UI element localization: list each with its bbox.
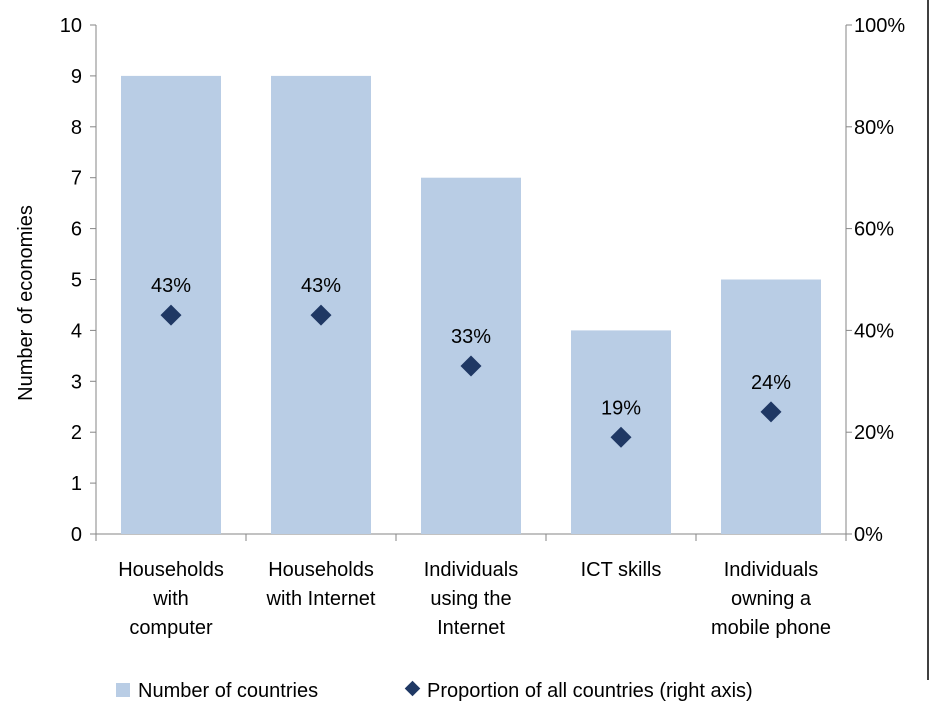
category-label-line: owning a <box>731 588 812 610</box>
right-tick-label: 80% <box>854 117 894 139</box>
left-tick-label: 7 <box>71 168 82 190</box>
category-label-line: Individuals <box>424 559 519 581</box>
category-label-line: Households <box>268 559 374 581</box>
legend-swatch-diamond <box>404 680 421 697</box>
category-label: Households with Internet <box>266 559 376 610</box>
legend-swatch-bars <box>116 683 130 697</box>
data-label: 43% <box>301 275 341 297</box>
category-label: Individuals owning a mobile phone <box>711 559 831 639</box>
right-tick-label: 100% <box>854 15 905 37</box>
data-label: 43% <box>151 275 191 297</box>
marker-series: 43% 43% 33% 19% 24% <box>151 275 791 448</box>
data-label: 24% <box>751 372 791 394</box>
category-label-line: with <box>152 588 189 610</box>
legend: Number of countries Proportion of all co… <box>116 680 753 701</box>
left-tick-label: 3 <box>71 371 82 393</box>
left-tick-label: 5 <box>71 270 82 292</box>
diamond-marker <box>460 355 482 377</box>
right-tick-label: 0% <box>854 524 883 546</box>
right-tick-label: 40% <box>854 320 894 342</box>
right-tick-label: 60% <box>854 219 894 241</box>
legend-label-diamond: Proportion of all countries (right axis) <box>427 680 753 701</box>
left-tick-label: 0 <box>71 524 82 546</box>
left-tick-label: 4 <box>71 320 82 342</box>
category-label-line: using the <box>430 588 511 610</box>
diamond-marker <box>310 304 332 326</box>
category-label-line: computer <box>129 617 213 639</box>
diamond-marker <box>160 304 182 326</box>
category-label-line: Households <box>118 559 224 581</box>
left-tick-label: 9 <box>71 66 82 88</box>
category-label-line: with Internet <box>266 588 376 610</box>
left-tick-label: 10 <box>60 15 82 37</box>
bar-series <box>121 75 821 535</box>
right-tick-label: 20% <box>854 422 894 444</box>
left-tick-label: 1 <box>71 473 82 495</box>
left-tick-label: 2 <box>71 422 82 444</box>
left-tick-label: 6 <box>71 219 82 241</box>
category-labels: Households with computer Households with Int… <box>118 559 831 639</box>
left-tick-label: 8 <box>71 117 82 139</box>
category-label: Households with computer <box>118 559 224 639</box>
right-axis-ticks: 0% 20% 40% 60% 80% 100% <box>846 15 905 546</box>
left-axis-ticks: 0 1 2 3 4 5 6 7 8 9 10 <box>60 15 96 546</box>
legend-label-bars: Number of countries <box>138 680 318 701</box>
y-axis-title: Number of economies <box>15 205 37 401</box>
category-label-line: ICT skills <box>581 559 662 581</box>
diamond-marker <box>610 426 632 448</box>
category-label: ICT skills <box>581 559 662 581</box>
diamond-marker <box>760 401 782 423</box>
category-label: Individuals using the Internet <box>424 559 519 639</box>
category-label-line: Individuals <box>724 559 819 581</box>
data-label: 19% <box>601 397 641 419</box>
data-label: 33% <box>451 326 491 348</box>
category-label-line: Internet <box>437 617 505 639</box>
category-label-line: mobile phone <box>711 617 831 639</box>
